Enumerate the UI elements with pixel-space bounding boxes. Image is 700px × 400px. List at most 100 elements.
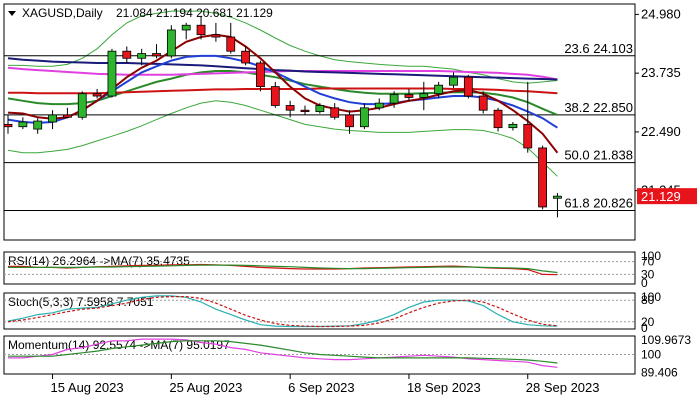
price-tick-label: 24.980	[641, 6, 681, 21]
fib-label-0: 23.6 24.103	[564, 41, 633, 56]
rsi-series-rsi-ma	[8, 264, 558, 274]
candle	[389, 91, 399, 108]
candle-body-bear	[241, 50, 251, 64]
price-tick-label: 22.490	[641, 124, 681, 139]
stoch-panel-frame	[3, 292, 636, 330]
candle	[538, 145, 547, 210]
moving-average-ma-navy	[7, 57, 558, 81]
candle-body-bull	[107, 50, 117, 97]
rsi-tick-label: 100	[641, 249, 661, 263]
candle-body-bull	[389, 94, 399, 104]
current-price-label: 21.129	[641, 189, 681, 204]
candle	[33, 118, 43, 134]
stoch-label: Stoch(5,3,3) 7.5958 7.7051	[8, 295, 154, 309]
candle-body-bear	[330, 107, 340, 118]
candle-body-bear	[63, 114, 72, 118]
time-tick-label: 15 Aug 2023	[51, 380, 124, 395]
collapse-triangle-icon[interactable]	[8, 11, 16, 16]
momentum-series-momentum	[8, 338, 558, 368]
momentum-label: Momentum(14) 92.5574 ->MA(7) 95.0197	[8, 338, 230, 352]
stoch-tick-label: 80	[641, 293, 655, 307]
candle-body-bear	[493, 109, 503, 129]
time-tick-label: 18 Sep 2023	[407, 380, 481, 395]
candle-body-bear	[211, 34, 221, 38]
candle-body-bull	[553, 195, 562, 199]
fib-label-3: 61.8 20.826	[564, 195, 633, 210]
candle	[107, 48, 117, 98]
candle	[315, 103, 325, 114]
candle	[48, 110, 57, 130]
momentum-tick-label: 109.9673	[641, 333, 691, 347]
candle-body-bull	[77, 93, 87, 118]
candle	[523, 81, 533, 153]
candle	[449, 72, 458, 89]
stoch-series-stoch-signal	[7, 296, 558, 328]
candle-body-bear	[523, 123, 533, 149]
candle-body-bear	[256, 62, 265, 88]
fib-label-2: 50.0 21.838	[564, 148, 633, 163]
candle-body-bull	[419, 93, 429, 98]
candle-body-bear	[270, 86, 280, 106]
momentum-panel: Momentum(14) 92.5574 ->MA(7) 95.0197 109…	[3, 333, 691, 380]
rsi-tick-label: 0	[641, 276, 648, 290]
time-tick-label: 28 Sep 2023	[526, 380, 600, 395]
candle-body-bear	[345, 114, 354, 128]
candle-body-bear	[152, 53, 161, 57]
candle-body-bull	[315, 105, 325, 113]
candles	[3, 15, 562, 218]
candle	[374, 98, 384, 111]
candle	[330, 103, 340, 120]
candle-body-bear	[3, 123, 13, 128]
bollinger-lower-line	[7, 100, 558, 177]
candle-body-bull	[359, 107, 369, 128]
candle	[256, 60, 265, 92]
momentum-tick-label: 100	[641, 347, 661, 361]
candle	[166, 25, 176, 59]
candle-body-bull	[434, 84, 444, 95]
candle	[419, 81, 429, 111]
candle-body-bull	[181, 24, 191, 31]
candle-body-bull	[508, 123, 518, 129]
fibonacci-levels: 23.6 24.103 38.2 22.850 50.0 21.838 61.8 20…	[4, 41, 635, 211]
time-axis: 15 Aug 2023 25 Aug 2023 6 Sep 2023 18 Sep 2…	[51, 374, 600, 395]
stoch-series-stoch-main	[7, 295, 558, 328]
stoch-tick-label: 100	[641, 290, 661, 304]
candle-body-bull	[449, 76, 458, 86]
candle-body-bull	[137, 53, 147, 59]
ohlc-readout: 21.084 21.194 20.681 21.129	[116, 6, 273, 20]
candle	[92, 88, 102, 99]
current-price-tag	[637, 188, 697, 205]
candle-body-bear	[92, 93, 102, 97]
candle-body-bear	[463, 76, 473, 97]
candle	[493, 107, 503, 132]
candle	[270, 81, 280, 108]
candle	[404, 88, 414, 101]
candle	[553, 193, 562, 218]
price-tick-label: 23.735	[641, 65, 681, 80]
candle	[285, 100, 295, 118]
candle-body-bear	[196, 24, 206, 36]
stoch-tick-label: 0	[641, 321, 648, 335]
candle-body-bear	[226, 36, 236, 52]
candle-body-bear	[122, 50, 132, 59]
candle	[300, 105, 310, 115]
candle	[345, 110, 354, 134]
rsi-label: RSI(14) 26.2964 ->MA(7) 35.4735	[8, 254, 190, 268]
candle-body-bear	[478, 95, 488, 111]
candle	[241, 46, 251, 66]
candle-body-bear	[285, 105, 295, 111]
candle	[463, 74, 473, 99]
candle	[434, 81, 444, 99]
candle	[77, 91, 87, 120]
candle-body-bear	[300, 109, 310, 113]
candle	[508, 122, 518, 131]
candle	[226, 22, 236, 54]
candle	[122, 46, 132, 63]
rsi-tick-label: 30	[641, 267, 655, 281]
momentum-tick-label: 89.406	[641, 366, 678, 380]
candle-body-bull	[166, 29, 176, 57]
